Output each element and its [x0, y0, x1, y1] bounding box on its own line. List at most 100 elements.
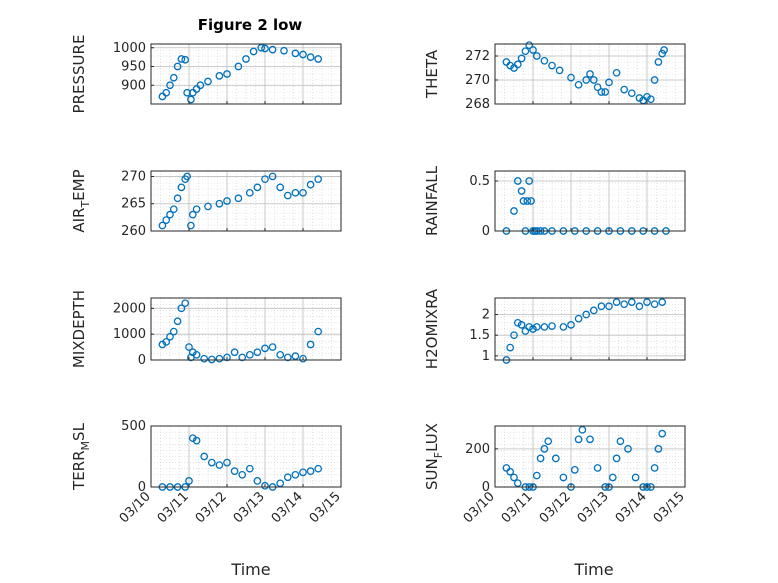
data-point [646, 95, 655, 104]
data-point [582, 76, 591, 84]
axes-box [150, 425, 342, 488]
data-point [658, 429, 667, 438]
y-tick-label: 268 [465, 97, 490, 112]
data-point [299, 50, 307, 59]
data-point [593, 83, 602, 92]
data-point [245, 350, 254, 359]
data-point [586, 70, 594, 78]
data-point [506, 61, 515, 70]
data-point [643, 92, 651, 101]
data-point [207, 458, 216, 467]
axes-box [494, 170, 686, 232]
data-point [654, 58, 663, 66]
data-point [276, 183, 285, 192]
y-tick-label: 200 [465, 442, 490, 457]
y-axis-label: TERRMSL [70, 422, 92, 491]
data-point [276, 350, 285, 359]
data-point [548, 322, 556, 330]
y-tick-label: 1.5 [469, 328, 490, 343]
data-point [521, 47, 530, 56]
data-point [612, 454, 621, 463]
data-point [192, 205, 201, 214]
data-point [204, 202, 212, 211]
data-point [525, 177, 534, 185]
data-point [215, 199, 224, 208]
data-point [215, 72, 224, 80]
data-point [529, 46, 537, 54]
data-point [551, 454, 560, 463]
data-point [230, 348, 239, 357]
y-tick-label: 0 [482, 480, 490, 495]
data-point [162, 216, 171, 224]
y-tick-label: 0 [138, 353, 146, 368]
data-point [177, 304, 186, 313]
data-point [532, 471, 541, 480]
y-tick-label: 0.5 [469, 174, 490, 189]
data-point [654, 445, 663, 453]
data-point [660, 46, 668, 54]
axes-box [150, 170, 342, 232]
data-point [291, 352, 300, 360]
y-tick-label: 0 [138, 480, 146, 495]
data-point [181, 299, 190, 308]
y-tick-label: 1000 [113, 41, 146, 56]
data-point [658, 298, 667, 306]
data-point [616, 437, 625, 446]
data-point [183, 88, 191, 97]
data-point [306, 53, 315, 61]
data-point [544, 437, 553, 446]
data-point [525, 41, 534, 50]
data-point [177, 183, 186, 192]
data-point [188, 434, 197, 443]
data-point [253, 477, 262, 485]
data-point [181, 55, 190, 64]
y-axis-label: AIRTEMP [70, 169, 92, 232]
data-point [196, 81, 205, 90]
data-point [532, 52, 541, 60]
data-point [234, 62, 243, 71]
data-point [299, 468, 307, 477]
y-axis-label-rest: SL [70, 422, 88, 441]
axes-box [150, 297, 342, 361]
data-point [187, 221, 195, 230]
data-point [268, 45, 277, 54]
data-point [166, 332, 174, 341]
data-point [574, 435, 583, 444]
data-point [627, 298, 636, 306]
data-point [238, 353, 247, 362]
data-point [574, 80, 583, 89]
data-point [513, 177, 522, 185]
data-point [169, 73, 178, 82]
data-point [257, 43, 266, 52]
data-point [261, 44, 269, 53]
y-tick-label: 1000 [113, 327, 146, 342]
subplot-4: 0 0.5 RAINFALL [423, 165, 686, 239]
data-point [586, 435, 594, 444]
subplot-3: 260 265 270 AIRTEMP [70, 169, 342, 239]
data-point [559, 323, 568, 331]
data-point [200, 354, 209, 363]
data-point [513, 318, 522, 327]
y-tick-label: 272 [465, 49, 490, 64]
data-point [525, 323, 534, 331]
x-axis-label-left: Time [230, 560, 270, 579]
data-point [650, 76, 659, 84]
data-point [624, 445, 632, 453]
subplot-1: 900 950 1000 PRESSURE [70, 35, 342, 114]
data-point [283, 191, 292, 200]
y-axis-label: PRESSURE [70, 35, 88, 114]
data-point [555, 66, 564, 75]
y-tick-label: 2000 [113, 301, 146, 316]
data-point [268, 172, 277, 181]
data-point [506, 467, 515, 476]
data-point [540, 445, 549, 453]
axes-box [494, 297, 686, 361]
data-point [548, 61, 556, 70]
data-point [529, 325, 537, 333]
subplot-6: 1 1.5 2 H2OMIXRA [423, 288, 686, 369]
data-point [268, 343, 277, 351]
data-point [570, 465, 579, 474]
data-point [188, 210, 197, 219]
data-point [506, 343, 515, 352]
data-point [215, 461, 224, 469]
